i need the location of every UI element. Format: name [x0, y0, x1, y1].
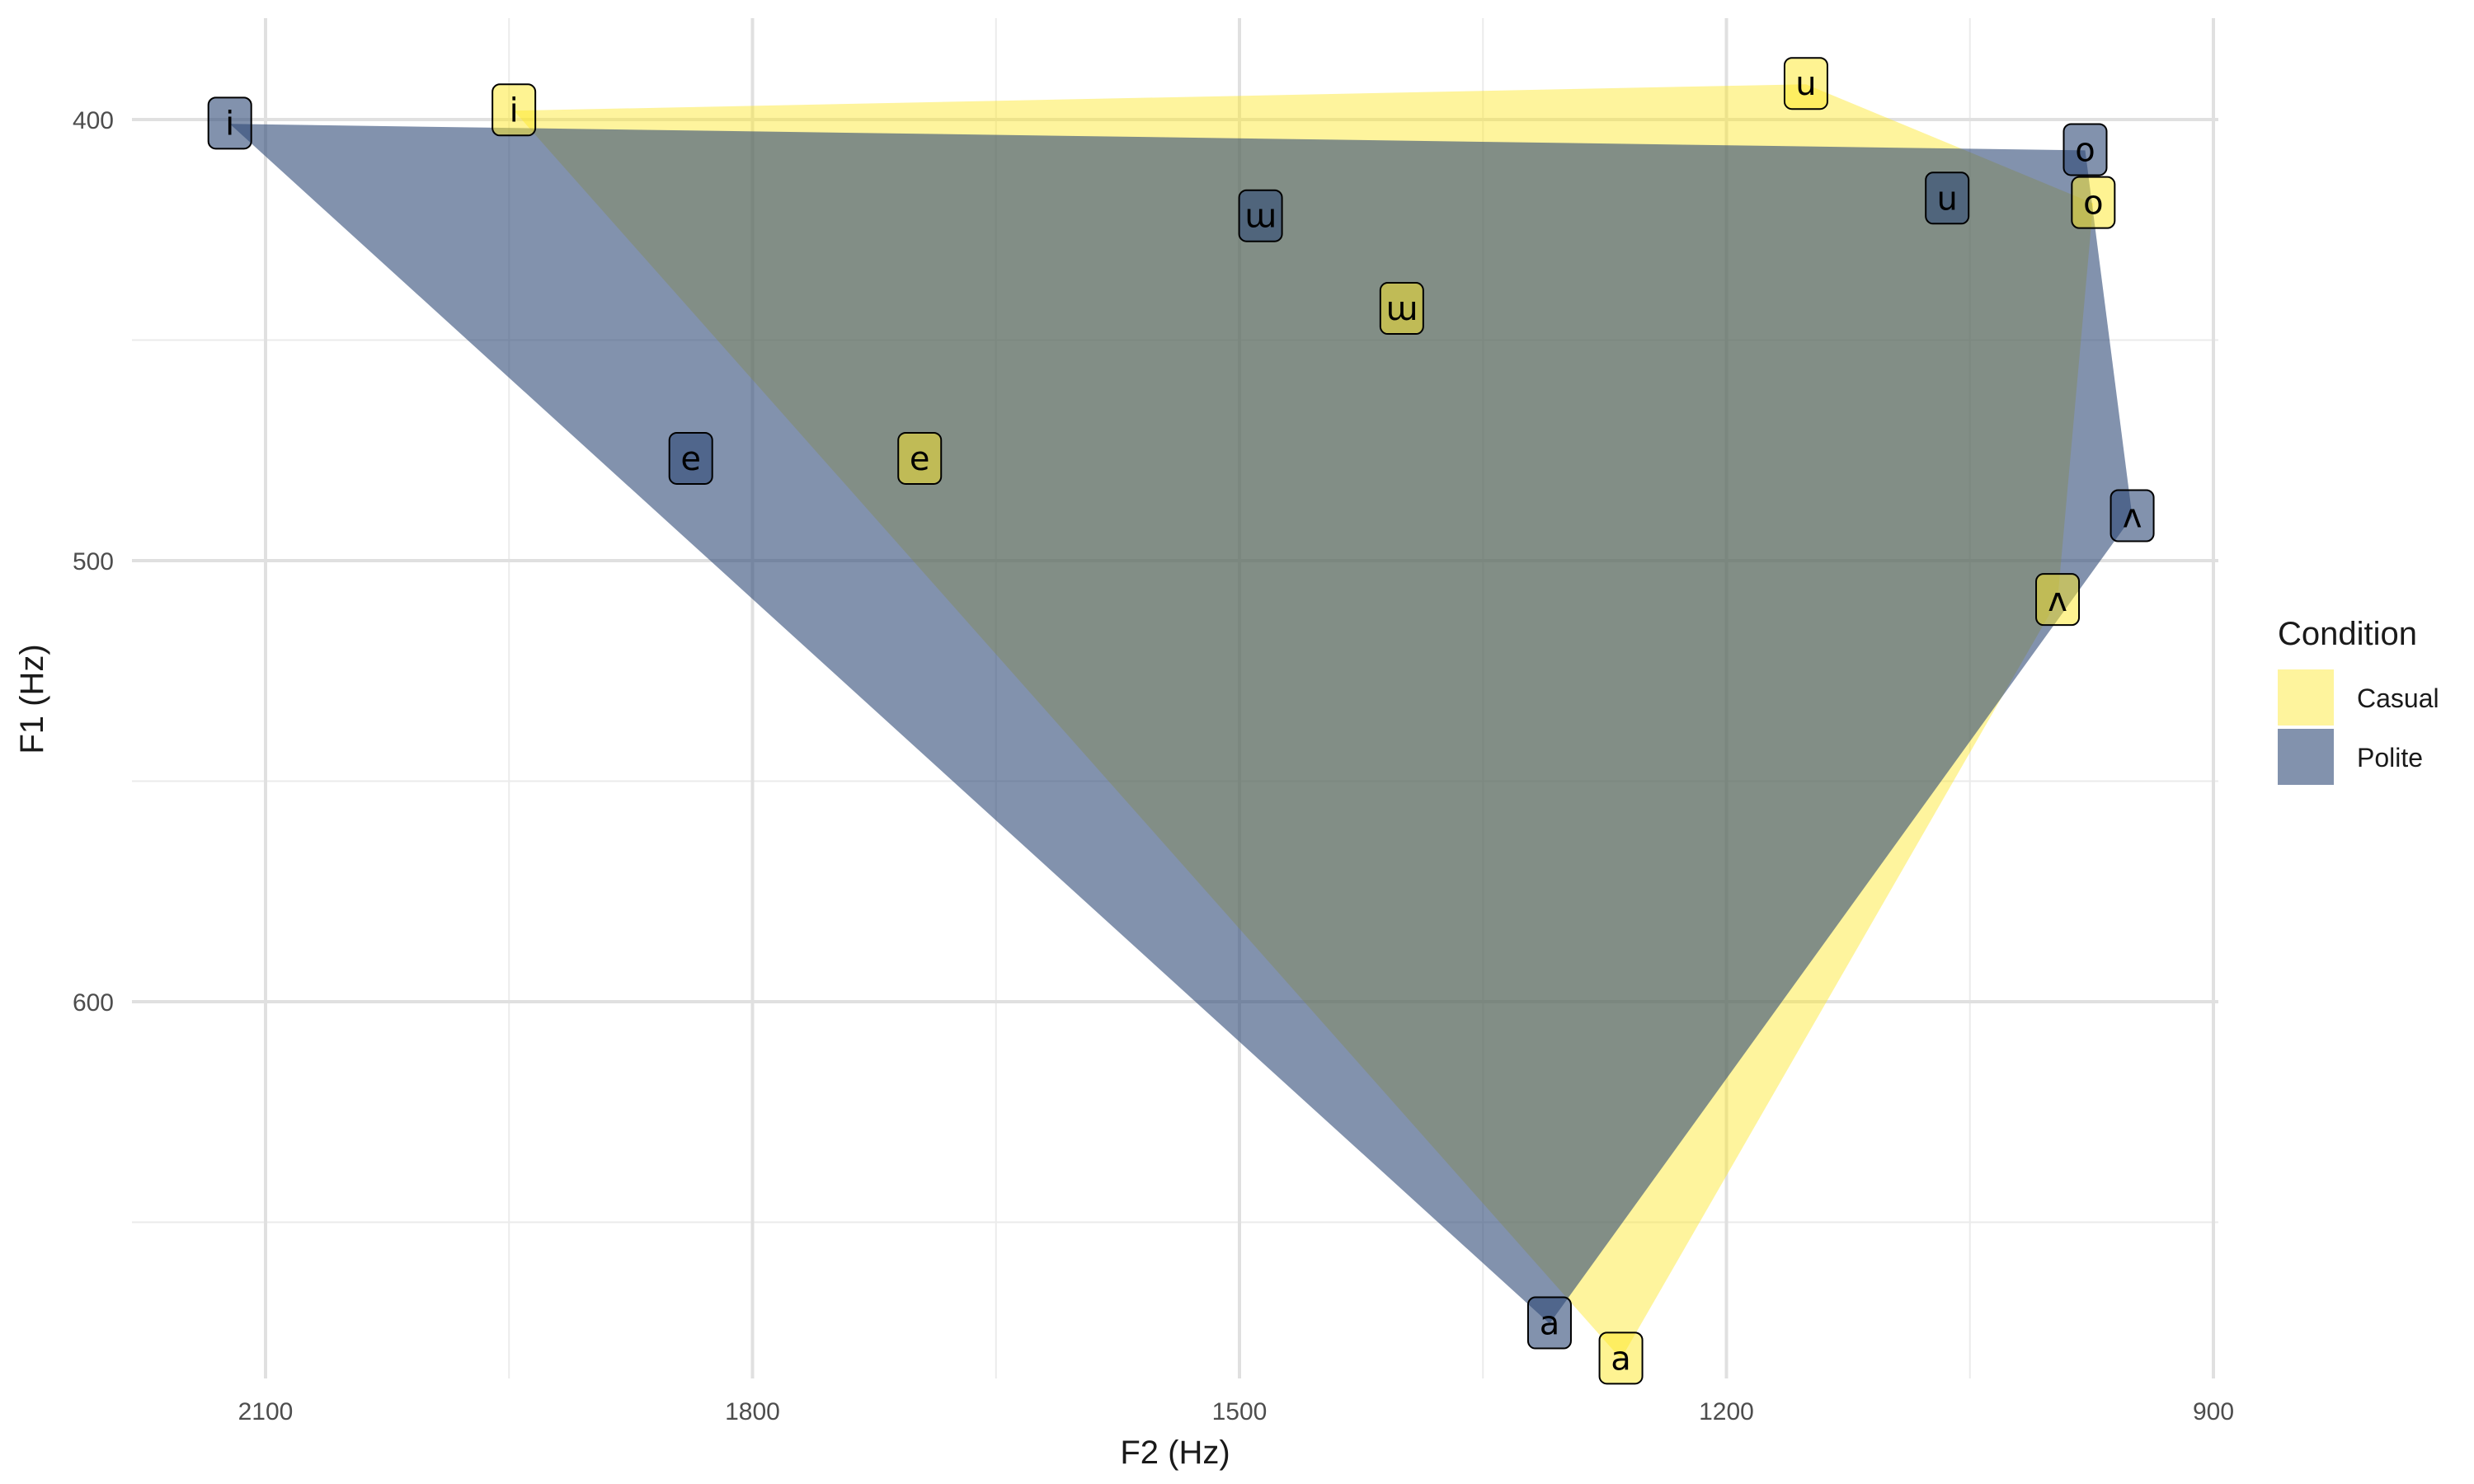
vowel-label-casual-o: o	[2071, 176, 2116, 229]
vowel-label-text: o	[2083, 185, 2103, 223]
vowel-label-box	[2062, 123, 2108, 176]
legend-title: Condition	[2278, 616, 2417, 652]
vowel-label-polite-a: a	[1526, 1296, 1572, 1350]
vowel-label-box	[1598, 1331, 1644, 1385]
axes: 2100 1800 1500 1200 900 400 500 600	[73, 107, 2234, 1425]
vowel-label-polite-e: e	[668, 431, 713, 485]
y-tick-label: 600	[73, 989, 114, 1017]
vowel-label-box	[2071, 176, 2116, 229]
y-tick-label: 400	[73, 107, 114, 134]
x-tick-label: 1500	[1212, 1398, 1268, 1425]
vowel-label-text: i	[510, 92, 519, 129]
legend-swatch-polite	[2278, 729, 2334, 785]
vowel-label-text: ʌ	[2123, 498, 2142, 536]
vowel-label-text: a	[1611, 1340, 1631, 1378]
x-tick-label: 1800	[725, 1398, 780, 1425]
y-axis-title: F1 (Hz)	[14, 644, 50, 754]
vowel-label-box	[207, 96, 252, 150]
vowel-label-box	[1526, 1296, 1572, 1350]
vowel-label-text: e	[910, 440, 930, 478]
vowel-label-casual-i: i	[492, 83, 537, 137]
vowel-label-box	[2035, 573, 2081, 627]
vowel-label-text: u	[1937, 180, 1958, 218]
vowel-label-text: ɯ	[1244, 198, 1277, 236]
legend-label-casual: Casual	[2357, 683, 2439, 713]
legend-swatch-casual	[2278, 669, 2334, 726]
vowel-label-box	[1379, 282, 1424, 336]
vowel-label-polite-ʌ: ʌ	[2109, 489, 2155, 542]
vowel-label-text: u	[1795, 65, 1816, 103]
vowel-label-box	[668, 431, 713, 485]
vowel-label-box	[2109, 489, 2155, 542]
x-tick-label: 2100	[238, 1398, 294, 1425]
vowel-label-polite-ɯ: ɯ	[1238, 189, 1283, 242]
x-tick-label: 1200	[1699, 1398, 1754, 1425]
vowel-label-text: o	[2075, 131, 2095, 169]
vowel-label-casual-ɯ: ɯ	[1379, 282, 1424, 336]
vowel-label-box	[1783, 57, 1828, 110]
vowel-label-box	[897, 431, 943, 485]
x-tick-label: 900	[2193, 1398, 2234, 1425]
vowel-label-polite-u: u	[1925, 171, 1970, 225]
vowel-label-box	[1925, 171, 1970, 225]
vowel-labels: i u o ɯ e ʌ a i o u ɯ e ʌ a	[207, 57, 2155, 1385]
vowel-hulls	[229, 84, 2133, 1360]
vowel-label-polite-o: o	[2062, 123, 2108, 176]
vowel-label-text: e	[680, 440, 701, 478]
vowel-label-casual-ʌ: ʌ	[2035, 573, 2081, 627]
vowel-label-casual-u: u	[1783, 57, 1828, 110]
vowel-label-text: i	[225, 105, 234, 143]
vowel-label-text: ʌ	[2048, 581, 2067, 619]
vowel-label-box	[1238, 189, 1283, 242]
vowel-label-box	[492, 83, 537, 137]
vowel-label-casual-a: a	[1598, 1331, 1644, 1385]
vowel-label-text: a	[1540, 1305, 1560, 1343]
vowel-label-text: ɯ	[1385, 290, 1418, 328]
x-axis-title: F2 (Hz)	[1120, 1435, 1230, 1471]
legend-label-polite: Polite	[2357, 743, 2423, 773]
vowel-label-casual-e: e	[897, 431, 943, 485]
legend: Condition Casual Polite	[2278, 616, 2439, 785]
hull-polite	[229, 124, 2133, 1324]
vowel-label-polite-i: i	[207, 96, 252, 150]
y-tick-label: 500	[73, 548, 114, 575]
